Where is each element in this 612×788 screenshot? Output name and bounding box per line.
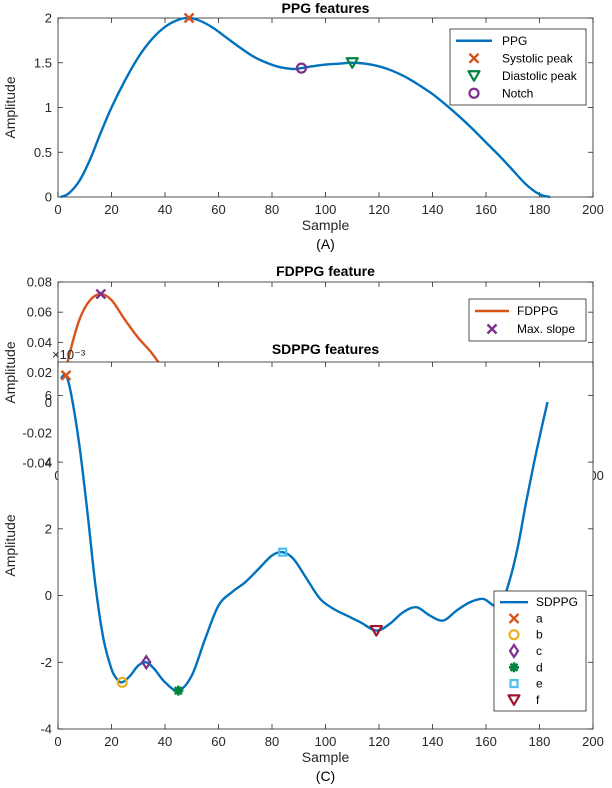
- x-tick-label: 0: [54, 734, 61, 749]
- x-tick-label: 160: [475, 734, 497, 749]
- legend-label: f: [536, 693, 540, 707]
- marker-e: [278, 547, 288, 557]
- x-tick-label: 60: [211, 734, 225, 749]
- x-tick-label: 120: [368, 734, 390, 749]
- legend-label: SDPPG: [536, 595, 578, 609]
- marker-max-slope: [95, 288, 107, 300]
- legend-marker-f: [507, 694, 521, 706]
- x-tick-label: 140: [422, 202, 444, 217]
- marker-systolic-peak: [183, 12, 195, 24]
- marker-d: [173, 685, 184, 696]
- x-tick-label: 80: [265, 202, 279, 217]
- legend-label: d: [536, 660, 543, 674]
- legend-marker-a: [508, 613, 520, 624]
- y-tick-label: -0.02: [22, 425, 52, 440]
- x-tick-label: 200: [582, 202, 604, 217]
- x-tick-label: 20: [104, 202, 118, 217]
- y-tick-label: -2: [40, 655, 52, 670]
- legend-label: FDPPG: [517, 304, 558, 318]
- x-tick-label: 80: [265, 734, 279, 749]
- x-tick-label: 120: [368, 202, 390, 217]
- y-tick-label: 0.06: [27, 305, 52, 320]
- marker-diastolic-peak: [345, 57, 359, 69]
- x-axis-label: Sample: [302, 217, 350, 233]
- y-tick-label: 0.04: [27, 335, 52, 350]
- y-tick-label: 0: [45, 190, 52, 205]
- x-tick-label: 0: [54, 202, 61, 217]
- x-tick-label: 100: [315, 202, 337, 217]
- x-tick-label: 200: [582, 734, 604, 749]
- legend-label: b: [536, 628, 543, 642]
- legend-marker-c: [508, 643, 520, 659]
- legend-marker-notch: [468, 87, 480, 99]
- y-tick-label: -4: [40, 722, 52, 737]
- legend-label: e: [536, 677, 543, 691]
- x-tick-label: 140: [422, 734, 444, 749]
- x-tick-label: 20: [104, 734, 118, 749]
- y-tick-label: 1.5: [34, 55, 52, 70]
- panel-caption: (C): [316, 768, 335, 784]
- y-axis-label: Amplitude: [2, 76, 18, 138]
- x-tick-label: 180: [529, 734, 551, 749]
- chart-title: SDPPG features: [272, 341, 380, 357]
- legend-marker-b: [508, 629, 520, 641]
- y-tick-label: 4: [45, 455, 52, 470]
- legend: PPG Systolic peak Diastolic peak Notch: [449, 28, 587, 106]
- y-exponent-label: ×10⁻³: [52, 347, 86, 362]
- y-tick-label: 2: [45, 521, 52, 536]
- x-tick-label: 160: [475, 202, 497, 217]
- series-line-sdppg: [59, 373, 549, 692]
- legend-label: Diastolic peak: [502, 69, 578, 83]
- y-tick-label: 6: [45, 388, 52, 403]
- chart-title: PPG features: [282, 0, 370, 16]
- legend-label: c: [536, 644, 542, 658]
- marker-c: [140, 654, 152, 671]
- legend-marker-d: [509, 662, 519, 673]
- legend-label: PPG: [502, 34, 527, 48]
- legend: FDPPG Max. slope: [468, 298, 587, 342]
- x-tick-label: 180: [529, 202, 551, 217]
- legend-marker-diastolic-peak: [467, 70, 481, 82]
- legend-marker-e: [509, 678, 519, 689]
- legend-marker-max-slope: [486, 323, 498, 335]
- y-tick-label: -0.04: [22, 456, 52, 471]
- x-tick-label: 40: [158, 202, 172, 217]
- panel-caption: (A): [316, 236, 335, 252]
- x-tick-label: 100: [315, 734, 337, 749]
- y-axis-label: Amplitude: [2, 341, 18, 403]
- legend-label: Systolic peak: [502, 51, 574, 65]
- y-tick-label: 1: [45, 100, 52, 115]
- x-tick-label: 60: [211, 202, 225, 217]
- chart-title: FDPPG feature: [276, 263, 375, 279]
- y-tick-label: 0.02: [27, 365, 52, 380]
- legend-label: Notch: [502, 86, 533, 100]
- marker-f: [369, 624, 383, 637]
- chart-1: 0 20 40 60 80 100 120 140 160 180 200 0 0.5 1 1.5 2 PPG …: [2, 0, 604, 252]
- y-tick-label: 0: [45, 395, 52, 410]
- legend-label: a: [536, 611, 543, 625]
- legend-marker-systolic-peak: [468, 52, 480, 64]
- y-tick-label: 0.5: [34, 145, 52, 160]
- x-axis-label: Sample: [302, 749, 350, 765]
- marker-b: [116, 676, 128, 688]
- x-tick-label: 40: [158, 734, 172, 749]
- y-tick-label: 0.08: [27, 275, 52, 290]
- legend-label: Max. slope: [517, 322, 575, 336]
- marker-a: [60, 369, 72, 381]
- y-tick-label: 2: [45, 11, 52, 26]
- y-axis-label: Amplitude: [2, 514, 18, 576]
- marker-notch: [295, 62, 308, 74]
- y-tick-label: 0: [45, 588, 52, 603]
- chart-3: 0 20 40 60 80 100 120 140 160 180 200 -4 -2 0 2 4 6 ×10⁻³…: [2, 341, 604, 784]
